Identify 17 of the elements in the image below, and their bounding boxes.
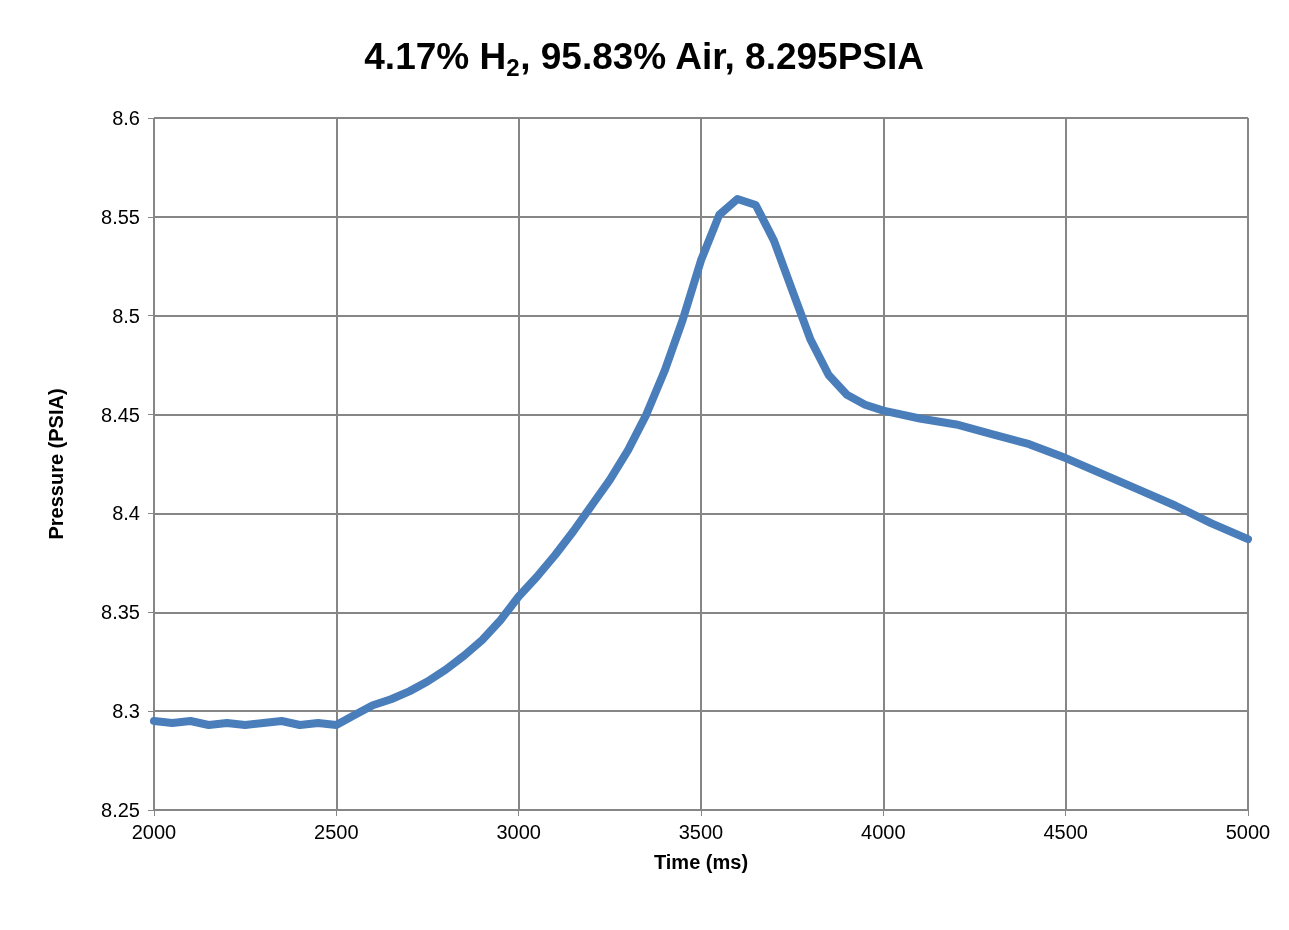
y-axis-title: Pressure (PSIA) xyxy=(45,388,67,540)
y-tick-label: 8.45 xyxy=(101,403,140,426)
x-tick-label: 3500 xyxy=(678,821,724,843)
x-tick-label: 4500 xyxy=(1043,821,1088,843)
y-tick-label: 8.5 xyxy=(112,304,140,327)
y-tick-label: 8.6 xyxy=(112,107,140,129)
y-tick-label: 8.4 xyxy=(112,502,140,525)
y-tick-label: 8.35 xyxy=(101,601,140,624)
y-tick-label: 8.25 xyxy=(101,799,140,821)
y-tick-label: 8.3 xyxy=(112,700,140,723)
y-tick-label: 8.55 xyxy=(101,205,140,228)
x-tick-label: 5000 xyxy=(1225,821,1271,843)
x-tick-label: 3000 xyxy=(496,821,541,843)
x-tick-label: 2000 xyxy=(131,821,177,843)
x-tick-label: 4000 xyxy=(861,821,906,843)
x-axis-title: Time (ms) xyxy=(653,851,749,873)
x-tick-label: 2500 xyxy=(314,821,359,843)
